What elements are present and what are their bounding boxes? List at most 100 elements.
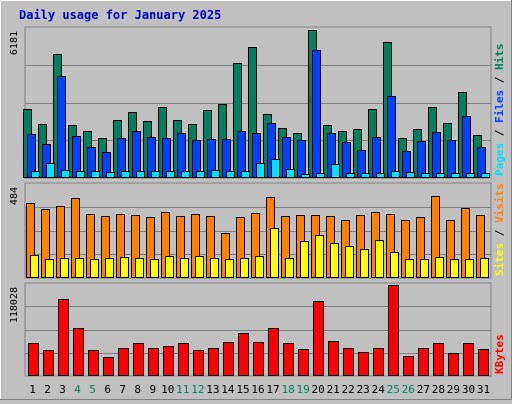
bar-pages-day-9 (151, 171, 160, 178)
bar-files-day-29 (447, 140, 456, 178)
hits-panel: 6181 Pages / Files / Hits (9, 26, 506, 179)
bar-pages-day-17 (271, 159, 280, 178)
bar-sites-day-12 (195, 256, 204, 278)
bar-pages-day-28 (436, 173, 445, 178)
legend-visits-panel: Sites / Visits (493, 183, 506, 276)
x-tick-label: 17 (266, 383, 279, 396)
x-tick-label: 27 (417, 383, 430, 396)
bar-kbytes-day-29 (448, 353, 459, 376)
bar-sites-day-20 (315, 235, 324, 278)
bar-kbytes-day-15 (238, 333, 249, 376)
bar-pages-day-26 (406, 172, 415, 178)
x-tick-label: 8 (134, 383, 141, 396)
x-tick-label: 6 (104, 383, 111, 396)
bar-pages-day-18 (286, 169, 295, 178)
bar-kbytes-day-23 (358, 352, 369, 376)
x-tick-label: 13 (206, 383, 219, 396)
x-tick-label: 5 (89, 383, 96, 396)
legend-kbytes-panel: KBytes (493, 334, 506, 374)
x-tick-label: 12 (191, 383, 204, 396)
x-tick-label: 19 (296, 383, 309, 396)
x-tick-label: 22 (342, 383, 355, 396)
bar-kbytes-day-18 (283, 343, 294, 376)
x-tick-label: 24 (372, 383, 386, 396)
legend-item-visits: Visits (493, 183, 506, 223)
legend-text: KBytes (493, 334, 506, 374)
bar-pages-day-8 (136, 171, 145, 178)
x-tick-label: 7 (119, 383, 126, 396)
bar-pages-day-30 (466, 173, 475, 178)
bar-pages-day-31 (481, 173, 490, 178)
bar-kbytes-day-7 (118, 348, 129, 376)
bar-pages-day-11 (181, 171, 190, 178)
bar-files-day-19 (297, 140, 306, 178)
legend-hits-panel: Pages / Files / Hits (493, 44, 506, 177)
x-tick-label: 28 (432, 383, 445, 396)
bar-pages-day-16 (256, 163, 265, 178)
x-tick-label: 29 (447, 383, 460, 396)
bar-files-day-8 (132, 131, 141, 178)
x-axis-labels: 1 2 3 4 5 6 7 8 9 10 11 12 13 14 15 16 17 18 19 20 21 22 23 24 2… (29, 383, 490, 396)
bar-kbytes-day-2 (43, 350, 54, 376)
bar-sites-day-24 (375, 240, 384, 278)
bar-kbytes-day-16 (253, 342, 264, 376)
legend-item-hits: Hits (493, 44, 506, 71)
y-max-label: 484 (9, 187, 20, 205)
x-tick-label: 26 (402, 383, 415, 396)
bar-sites-day-5 (90, 259, 99, 278)
legend-item-sites: Sites (493, 243, 506, 276)
bar-sites-day-7 (120, 257, 129, 278)
bar-kbytes-day-8 (133, 343, 144, 376)
bar-pages-day-22 (346, 173, 355, 178)
bar-kbytes-day-11 (178, 343, 189, 376)
bar-pages-day-12 (196, 171, 205, 178)
bar-sites-day-8 (135, 258, 144, 278)
bar-sites-day-11 (180, 258, 189, 278)
x-tick-label: 14 (221, 383, 235, 396)
bar-pages-day-10 (166, 171, 175, 178)
x-tick-label: 9 (149, 383, 156, 396)
legend-separator: / (493, 70, 506, 90)
bar-sites-day-1 (30, 255, 39, 278)
bar-sites-day-22 (345, 246, 354, 278)
bar-kbytes-day-10 (163, 346, 174, 376)
bar-pages-day-3 (61, 170, 70, 178)
series-sites (30, 228, 489, 278)
bar-sites-day-28 (435, 257, 444, 278)
series-kbytes (28, 285, 489, 376)
bar-pages-day-27 (421, 173, 430, 178)
x-tick-label: 23 (357, 383, 370, 396)
bar-kbytes-day-27 (418, 348, 429, 376)
bar-sites-day-9 (150, 259, 159, 278)
x-tick-label: 21 (327, 383, 340, 396)
bar-files-day-27 (417, 141, 426, 178)
bar-pages-day-5 (91, 171, 100, 178)
bar-sites-day-14 (225, 259, 234, 278)
chart-title: Daily usage for January 2025 (19, 8, 221, 22)
bar-sites-day-17 (270, 228, 279, 278)
bar-kbytes-day-25 (388, 285, 399, 376)
chart-panels: 6181 Pages / Files / Hits 484 Sites / Visit… (9, 26, 506, 377)
bar-sites-day-10 (165, 256, 174, 278)
x-tick-label: 15 (236, 383, 249, 396)
legend-text: Sites / Visits (493, 183, 506, 276)
bar-files-day-30 (462, 116, 471, 178)
bar-kbytes-day-21 (328, 341, 339, 376)
legend-separator: / (493, 123, 506, 143)
bar-sites-day-6 (105, 258, 114, 278)
x-tick-label: 18 (281, 383, 294, 396)
bar-pages-day-14 (226, 171, 235, 178)
bar-pages-day-2 (46, 163, 55, 178)
bar-sites-day-21 (330, 243, 339, 278)
bar-kbytes-day-19 (298, 349, 309, 376)
legend-separator: / (493, 223, 506, 243)
visits-panel: 484 Sites / Visits (9, 182, 506, 279)
x-tick-label: 20 (311, 383, 324, 396)
y-max-label: 6181 (9, 31, 20, 55)
bar-pages-day-1 (31, 171, 40, 178)
bar-pages-day-21 (331, 164, 340, 178)
bar-sites-day-13 (210, 258, 219, 278)
bar-sites-day-31 (480, 258, 489, 278)
